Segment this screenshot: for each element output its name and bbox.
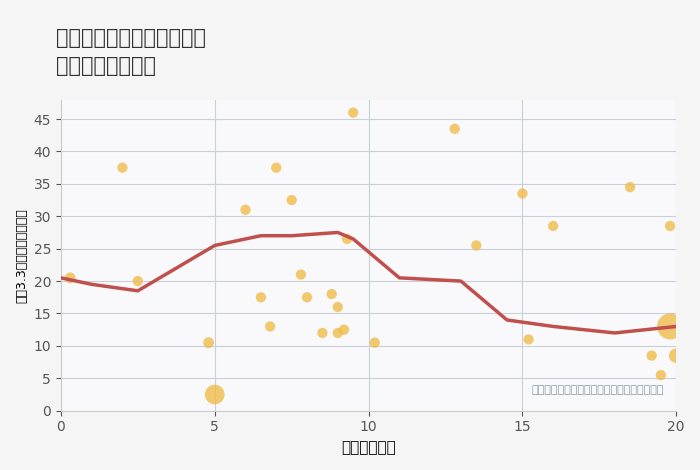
Point: [348, 109, 359, 116]
Point: [523, 336, 534, 343]
Point: [332, 329, 344, 337]
Point: [64, 274, 76, 282]
Point: [342, 235, 353, 243]
X-axis label: 駅距離（分）: 駅距離（分）: [341, 440, 396, 455]
Point: [664, 323, 676, 330]
Point: [664, 222, 676, 230]
Point: [317, 329, 328, 337]
Point: [624, 183, 636, 191]
Point: [470, 242, 482, 249]
Point: [286, 196, 297, 204]
Point: [369, 339, 380, 346]
Point: [671, 352, 682, 360]
Point: [132, 277, 144, 285]
Point: [209, 391, 220, 398]
Point: [240, 206, 251, 213]
Y-axis label: 坪（3.3㎡）単価（万円）: 坪（3.3㎡）単価（万円）: [15, 208, 28, 303]
Point: [332, 303, 344, 311]
Point: [326, 290, 337, 298]
Point: [517, 190, 528, 197]
Point: [646, 352, 657, 360]
Point: [302, 294, 313, 301]
Text: 愛知県稲沢市平和町横池の
駅距離別土地価格: 愛知県稲沢市平和町横池の 駅距離別土地価格: [56, 28, 206, 76]
Point: [449, 125, 461, 133]
Text: 円の大きさは、取引のあった物件面積を示す: 円の大きさは、取引のあった物件面積を示す: [531, 385, 664, 395]
Point: [295, 271, 307, 278]
Point: [265, 323, 276, 330]
Point: [117, 164, 128, 172]
Point: [256, 294, 267, 301]
Point: [338, 326, 349, 333]
Point: [547, 222, 559, 230]
Point: [271, 164, 282, 172]
Point: [203, 339, 214, 346]
Point: [655, 371, 666, 379]
